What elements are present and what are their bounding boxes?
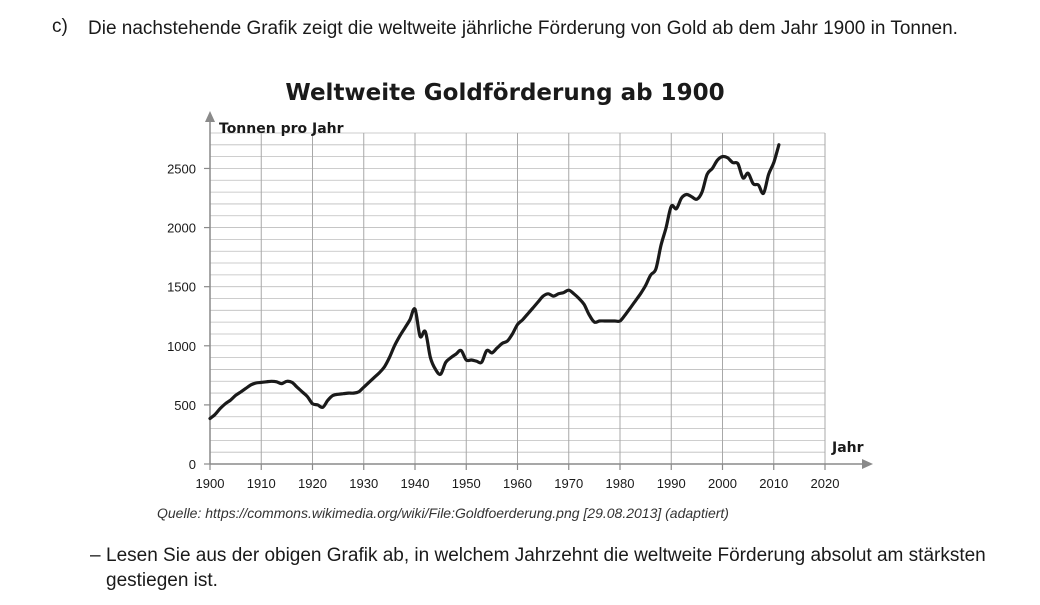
task-letter: c) — [52, 16, 68, 37]
question-text: Lesen Sie aus der obigen Grafik ab, in w… — [106, 545, 986, 591]
chart-grid — [210, 132, 826, 464]
x-axis-arrow — [862, 459, 873, 469]
x-tick-label: 1940 — [401, 476, 430, 491]
chart-ticks: 0 500 1000 1500 2000 2500 1900 1910 1920 1930 1940… — [167, 161, 839, 491]
x-tick-label: 1960 — [503, 476, 532, 491]
series-line-gold-production — [208, 143, 781, 421]
task-text: Die nachstehende Grafik zeigt die weltwe… — [88, 18, 958, 39]
x-tick-label: 1950 — [452, 476, 481, 491]
question: – Lesen Sie aus der obigen Grafik ab, in… — [90, 543, 990, 593]
x-tick-label: 1990 — [657, 476, 686, 491]
x-tick-label: 1910 — [247, 476, 276, 491]
chart-title: Weltweite Goldförderung ab 1900 — [285, 80, 724, 106]
x-axis-label: Jahr — [831, 440, 864, 456]
x-tick-label: 2020 — [811, 476, 840, 491]
y-tick-label: 500 — [174, 398, 196, 413]
x-tick-label: 1930 — [349, 476, 378, 491]
x-tick-label: 2000 — [708, 476, 737, 491]
x-tick-label: 2010 — [759, 476, 788, 491]
x-tick-label: 1970 — [554, 476, 583, 491]
x-tick-label: 1920 — [298, 476, 327, 491]
x-tick-label: 1980 — [606, 476, 635, 491]
y-tick-label: 2000 — [167, 221, 196, 236]
chart-axes — [205, 111, 873, 469]
y-tick-label: 1000 — [167, 339, 196, 354]
source-citation: Quelle: https://commons.wikimedia.org/wi… — [157, 505, 729, 521]
y-tick-label: 1500 — [167, 280, 196, 295]
y-tick-label: 2500 — [167, 161, 196, 176]
x-tick-label: 1900 — [196, 476, 225, 491]
question-dash: – — [90, 545, 101, 566]
y-tick-label: 0 — [189, 457, 196, 472]
y-axis-label: Tonnen pro Jahr — [219, 121, 344, 137]
y-axis-arrow — [205, 111, 215, 122]
